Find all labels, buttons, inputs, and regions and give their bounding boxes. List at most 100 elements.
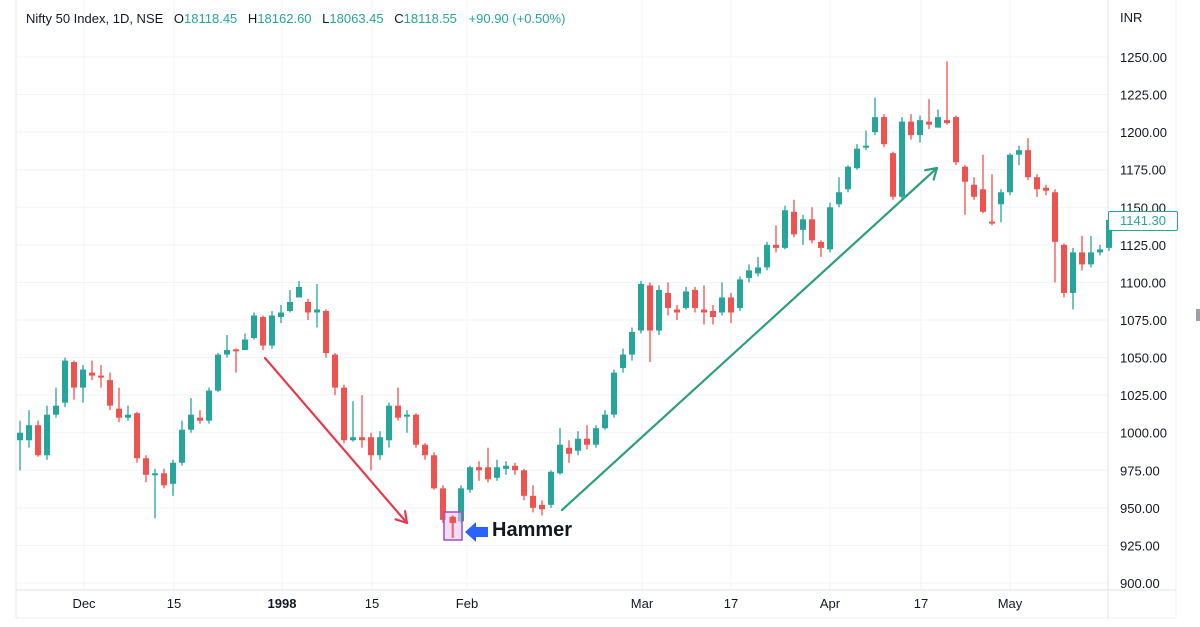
arrow-head-icon xyxy=(394,510,409,525)
annotations xyxy=(263,166,1110,542)
hammer-label: Hammer xyxy=(492,519,573,541)
candle xyxy=(260,315,266,351)
x-tick-label: 1998 xyxy=(268,596,297,611)
candle xyxy=(674,304,680,320)
candle xyxy=(854,144,860,170)
candle xyxy=(377,431,383,460)
candle xyxy=(512,462,518,475)
candle xyxy=(314,283,320,328)
candle xyxy=(1097,244,1103,256)
y-tick-label: 1100.00 xyxy=(1120,275,1166,290)
candle xyxy=(827,202,833,253)
candle xyxy=(935,109,941,128)
close-value: 18118.55 xyxy=(403,11,457,26)
y-tick-label: 1125.00 xyxy=(1120,238,1166,253)
candle xyxy=(107,372,113,411)
uptrend-arrow xyxy=(560,166,939,512)
candle xyxy=(620,348,626,373)
y-tick-label: 1000.00 xyxy=(1120,426,1167,441)
x-tick-label: 15 xyxy=(365,596,379,611)
candle xyxy=(251,312,257,340)
candle xyxy=(422,443,428,460)
candle xyxy=(629,327,635,361)
candle xyxy=(206,387,212,424)
open-value: 18118.45 xyxy=(184,11,238,26)
arrow-left-pointer-icon xyxy=(465,522,488,542)
candle xyxy=(1016,145,1022,166)
candle xyxy=(548,470,554,508)
candle xyxy=(485,447,491,483)
candle xyxy=(1079,235,1085,271)
candle xyxy=(278,304,284,324)
candle xyxy=(926,99,932,130)
candle xyxy=(1052,189,1058,283)
candle xyxy=(755,256,761,277)
candle xyxy=(98,365,104,388)
candle xyxy=(341,384,347,444)
candle xyxy=(143,455,149,483)
candle xyxy=(53,387,59,418)
candle xyxy=(899,117,905,200)
candle xyxy=(323,309,329,358)
candle xyxy=(998,189,1004,223)
candle xyxy=(1007,153,1013,196)
candle xyxy=(224,335,230,358)
symbol-name: Nifty 50 Index, 1D, NSE xyxy=(26,11,164,26)
candle xyxy=(80,365,86,403)
low-label: L xyxy=(322,11,330,26)
candle xyxy=(1061,243,1067,298)
symbol-legend: Nifty 50 Index, 1D, NSE O18118.45 H18162… xyxy=(26,11,565,26)
y-tick-label: 1250.00 xyxy=(1120,50,1167,65)
candle xyxy=(170,459,176,496)
y-tick-label: 975.00 xyxy=(1120,463,1160,478)
candle xyxy=(701,285,707,325)
close-label: C xyxy=(394,11,404,26)
candle xyxy=(521,468,527,501)
candle xyxy=(890,151,896,200)
candle xyxy=(287,289,293,313)
candle xyxy=(134,411,140,463)
candle xyxy=(395,387,401,421)
candle xyxy=(476,461,482,481)
candle xyxy=(737,276,743,311)
candle xyxy=(944,61,950,125)
candle xyxy=(602,410,608,430)
y-tick-label: 1050.00 xyxy=(1120,351,1167,366)
candle xyxy=(647,282,653,363)
candle xyxy=(242,333,248,351)
x-tick-label: 17 xyxy=(914,596,928,611)
candle xyxy=(467,465,473,493)
candle xyxy=(566,440,572,463)
y-tick-label: 1025.00 xyxy=(1120,388,1167,403)
arrow-head-icon xyxy=(924,166,939,181)
candle xyxy=(656,285,662,336)
candle xyxy=(845,165,851,193)
candle xyxy=(152,468,158,519)
candle xyxy=(692,286,698,313)
candle xyxy=(818,240,824,257)
candle xyxy=(593,425,599,448)
candle xyxy=(359,395,365,448)
candle xyxy=(791,199,797,238)
candle xyxy=(962,165,968,215)
change-value: +90.90 (+0.50%) xyxy=(468,11,566,26)
candle xyxy=(197,410,203,424)
scroll-handle[interactable] xyxy=(1196,309,1200,321)
x-tick-label: Dec xyxy=(72,596,96,611)
low-value: 18063.45 xyxy=(329,11,384,26)
open-label: O xyxy=(173,11,185,26)
candle xyxy=(332,353,338,396)
candle xyxy=(233,348,239,373)
candle xyxy=(971,177,977,200)
candle xyxy=(269,310,275,349)
x-tick-label: 17 xyxy=(724,596,738,611)
candle xyxy=(368,432,374,471)
candle xyxy=(863,130,869,151)
candle xyxy=(179,420,185,466)
candle xyxy=(557,428,563,475)
candle xyxy=(710,304,716,325)
candle xyxy=(719,282,725,316)
candle xyxy=(773,225,779,253)
